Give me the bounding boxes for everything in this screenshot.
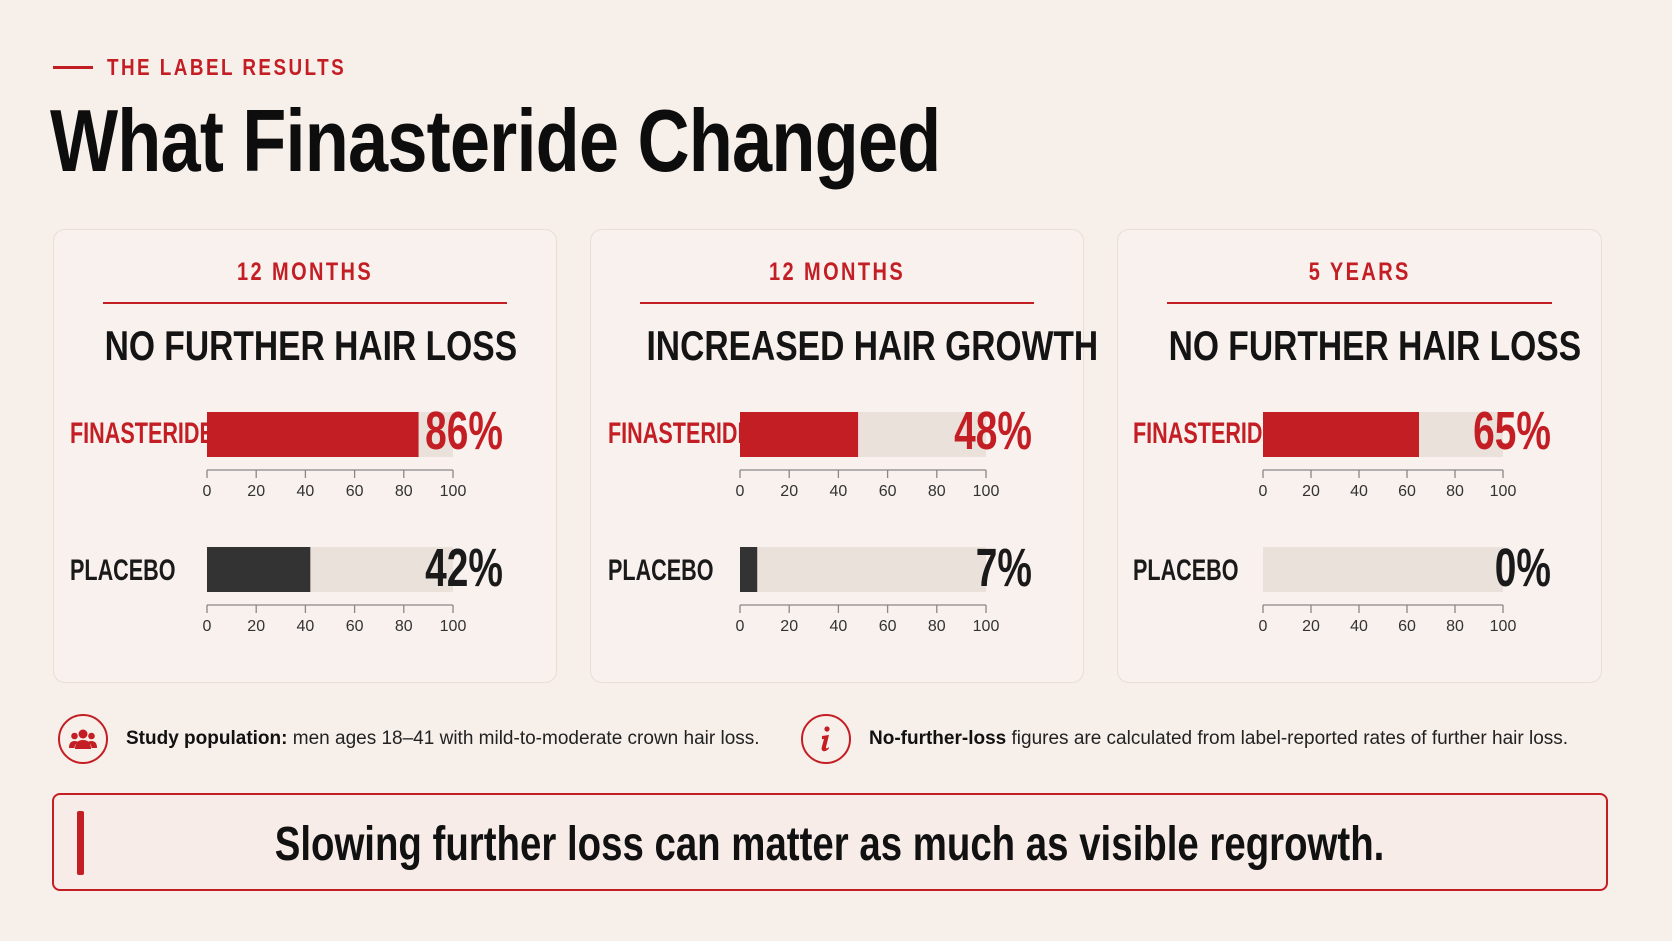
bar-track <box>740 547 986 592</box>
x-tick-label: 20 <box>780 483 798 500</box>
x-tick-label: 80 <box>1446 618 1464 635</box>
x-tick-label: 20 <box>1302 618 1320 635</box>
x-tick-label: 60 <box>1398 483 1416 500</box>
bar <box>740 412 859 457</box>
x-tick-label: 40 <box>1350 483 1368 500</box>
callout-text: Slowing further loss can matter as much … <box>275 818 1385 871</box>
bar <box>207 547 311 592</box>
x-tick-label: 0 <box>1259 483 1268 500</box>
study-population-text: Study population: men ages 18–41 with mi… <box>126 728 760 750</box>
x-tick-label: 40 <box>830 618 848 635</box>
eyebrow-label: THE LABEL RESULTS <box>107 54 347 80</box>
x-tick-label: 40 <box>830 483 848 500</box>
x-tick-label: 0 <box>203 618 212 635</box>
people-group-icon <box>58 714 108 764</box>
x-tick-label: 20 <box>1302 483 1320 500</box>
study-population-label: Study population: <box>126 728 288 749</box>
x-tick-label: 100 <box>440 618 467 635</box>
bar <box>1263 412 1419 457</box>
calculation-note-label: No-further-loss <box>869 728 1007 749</box>
chart-subtitle: 12 MONTHS <box>768 258 906 286</box>
x-tick-label: 80 <box>395 618 413 635</box>
x-tick-label: 0 <box>736 618 745 635</box>
chart-subtitle: 5 YEARS <box>1308 258 1411 286</box>
x-tick-label: 100 <box>1490 618 1517 635</box>
chart-subtitle: 12 MONTHS <box>236 258 374 286</box>
data-label: 7% <box>976 537 1032 598</box>
x-tick-label: 80 <box>395 483 413 500</box>
page-title: What Finasteride Changed <box>50 91 941 190</box>
eyebrow-rule <box>53 66 93 69</box>
data-label: 48% <box>954 400 1032 461</box>
chart-title: INCREASED HAIR GROWTH <box>646 322 1099 369</box>
category-label: PLACEBO <box>608 552 714 586</box>
x-tick-label: 40 <box>297 618 315 635</box>
callout-accent-bar <box>77 811 84 875</box>
key-takeaway-callout: Slowing further loss can matter as much … <box>52 793 1608 891</box>
bar <box>740 547 758 592</box>
x-tick-label: 20 <box>247 618 265 635</box>
x-tick-label: 40 <box>297 483 315 500</box>
x-tick-label: 100 <box>973 618 1000 635</box>
data-label: 0% <box>1495 537 1551 598</box>
data-label: 42% <box>425 537 503 598</box>
calculation-note-detail: figures are calculated from label-report… <box>1011 728 1569 749</box>
study-population-note: Study population: men ages 18–41 with mi… <box>58 714 760 764</box>
chart-title: NO FURTHER HAIR LOSS <box>104 322 518 369</box>
x-tick-label: 40 <box>1350 618 1368 635</box>
category-label: PLACEBO <box>70 552 176 586</box>
chart-subtitle-rule <box>103 302 507 304</box>
calculation-note-text: No-further-loss figures are calculated f… <box>869 728 1568 750</box>
eyebrow: THE LABEL RESULTS <box>53 54 399 81</box>
x-tick-label: 80 <box>928 618 946 635</box>
x-tick-label: 0 <box>203 483 212 500</box>
x-tick-label: 60 <box>879 483 897 500</box>
data-label: 65% <box>1473 400 1551 461</box>
x-tick-label: 60 <box>346 483 364 500</box>
data-label: 86% <box>425 400 503 461</box>
category-label: PLACEBO <box>1133 552 1239 586</box>
x-tick-label: 20 <box>780 618 798 635</box>
x-tick-label: 20 <box>247 483 265 500</box>
info-icon <box>801 714 851 764</box>
x-tick-label: 60 <box>1398 618 1416 635</box>
x-tick-label: 80 <box>1446 483 1464 500</box>
x-tick-label: 60 <box>346 618 364 635</box>
calculation-note: No-further-loss figures are calculated f… <box>801 714 1568 764</box>
chart-subtitle-rule <box>640 302 1034 304</box>
chart-title: NO FURTHER HAIR LOSS <box>1168 322 1582 369</box>
x-tick-label: 0 <box>736 483 745 500</box>
x-tick-label: 0 <box>1259 618 1268 635</box>
category-label: FINASTERIDE <box>70 415 214 449</box>
study-population-detail: men ages 18–41 with mild-to-moderate cro… <box>292 728 760 749</box>
category-label: FINASTERIDE <box>1133 415 1277 449</box>
category-label: FINASTERIDE <box>608 415 752 449</box>
x-tick-label: 60 <box>879 618 897 635</box>
x-tick-label: 100 <box>440 483 467 500</box>
bar <box>207 412 419 457</box>
x-tick-label: 80 <box>928 483 946 500</box>
bar-track <box>1263 547 1503 592</box>
x-tick-label: 100 <box>1490 483 1517 500</box>
chart-subtitle-rule <box>1167 302 1552 304</box>
x-tick-label: 100 <box>973 483 1000 500</box>
